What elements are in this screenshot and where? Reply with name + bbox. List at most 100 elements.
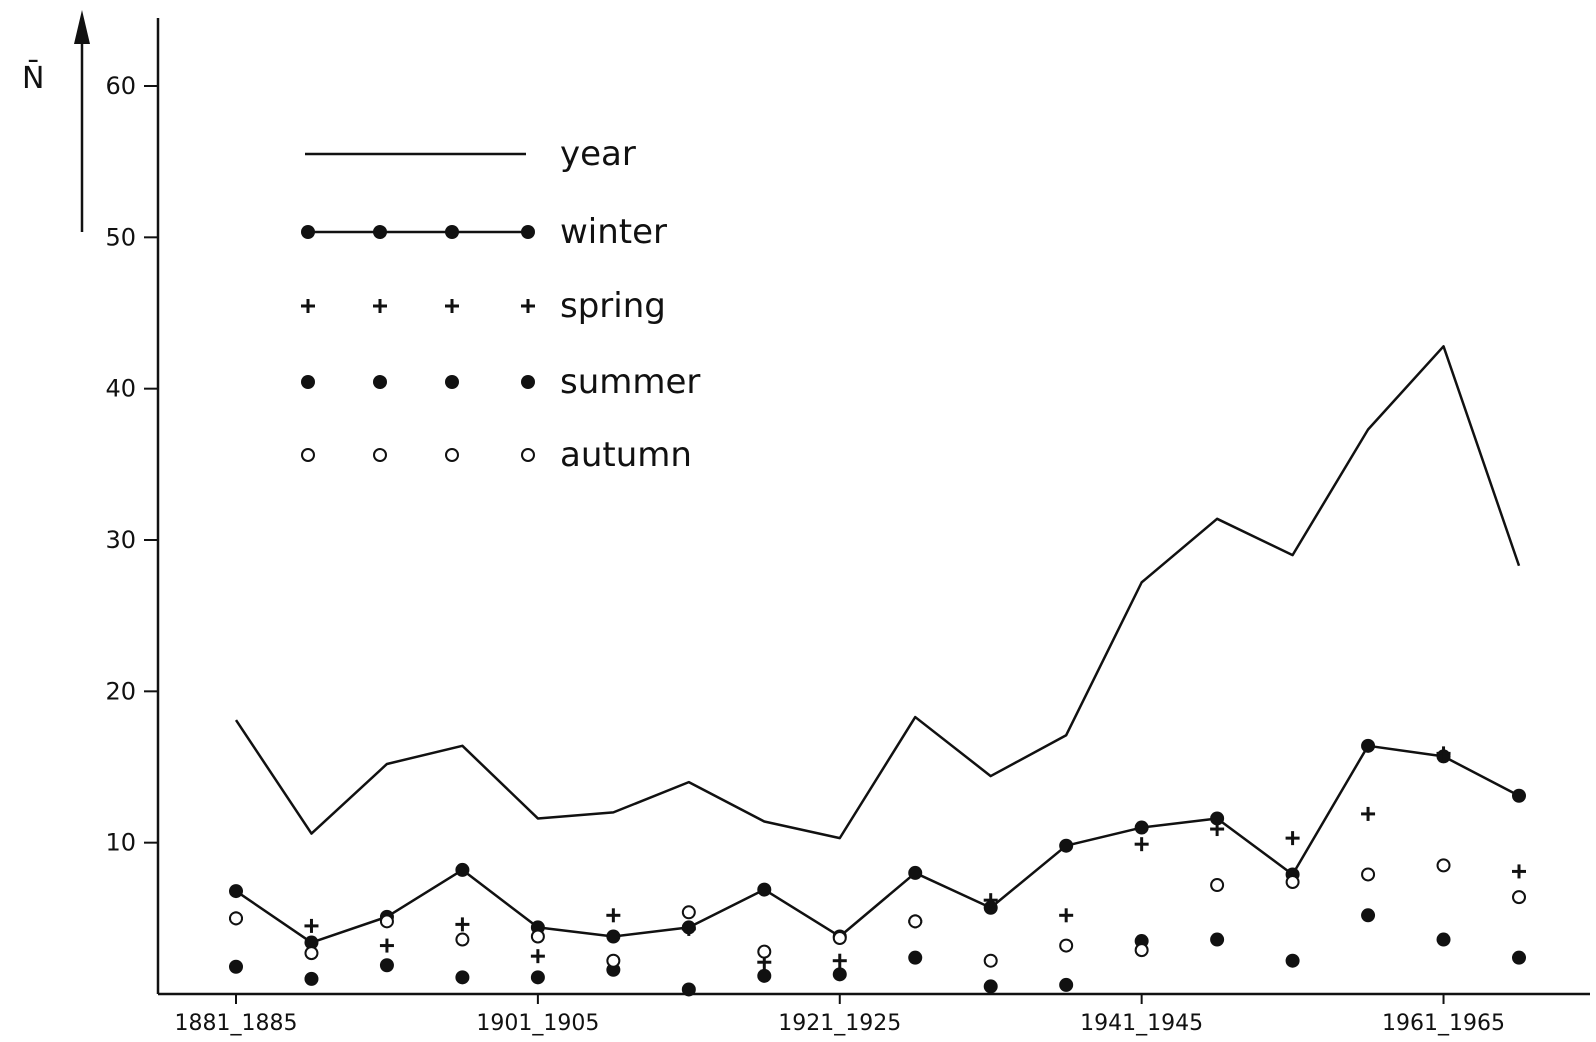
legend-marker-winter	[521, 225, 535, 239]
point-autumn	[1285, 875, 1300, 890]
point-summer	[681, 982, 696, 997]
legend-marker-winter	[373, 225, 387, 239]
point-winter	[1361, 738, 1376, 753]
point-winter	[757, 882, 772, 897]
point-summer	[530, 970, 545, 985]
point-summer	[832, 967, 847, 982]
point-summer	[379, 958, 394, 973]
legend-label-summer: summer	[560, 362, 700, 402]
point-winter	[908, 865, 923, 880]
point-winter	[1134, 820, 1149, 835]
legend-label-year: year	[560, 134, 636, 174]
point-spring	[1059, 908, 1074, 923]
x-tick-label: 1881_1885	[175, 1011, 298, 1036]
point-spring	[1436, 746, 1451, 761]
point-autumn	[1134, 943, 1149, 958]
legend-item-year: year	[305, 134, 636, 174]
series-autumn	[229, 858, 1526, 968]
point-autumn	[983, 953, 998, 968]
legend-label-autumn: autumn	[560, 435, 692, 475]
point-winter	[983, 900, 998, 915]
point-summer	[757, 968, 772, 983]
point-summer	[1059, 977, 1074, 992]
y-tick-label: 30	[105, 526, 136, 554]
legend-marker-summer	[445, 375, 459, 389]
point-spring	[832, 953, 847, 968]
x-tick-label: 1921_1925	[778, 1011, 901, 1036]
point-autumn	[229, 911, 243, 926]
point-spring	[1210, 822, 1225, 837]
point-winter	[1210, 811, 1225, 826]
legend-marker-summer	[373, 375, 387, 389]
series-line-winter	[235, 744, 1520, 944]
x-ticks: 1881_1885 1901_1905 1921_1925 1941_1945 1961…	[175, 994, 1505, 1036]
point-summer	[304, 971, 319, 986]
point-autumn	[681, 905, 696, 920]
y-tick-label: 40	[105, 375, 136, 403]
point-autumn	[606, 953, 621, 968]
point-winter	[1512, 788, 1526, 803]
legend-item-summer: summer	[301, 362, 700, 402]
point-summer	[1361, 908, 1376, 923]
x-tick-label: 1961_1965	[1382, 1011, 1505, 1036]
point-autumn	[832, 931, 847, 946]
x-tick-label: 1901_1905	[476, 1011, 599, 1036]
point-autumn	[304, 946, 319, 961]
point-autumn	[379, 914, 394, 929]
legend-marker-summer	[301, 375, 315, 389]
point-spring	[681, 921, 696, 936]
legend-marker-summer	[521, 375, 535, 389]
legend-marker-autumn	[445, 448, 459, 462]
point-spring	[1134, 837, 1149, 852]
point-autumn	[908, 914, 923, 929]
point-winter	[229, 884, 243, 899]
legend-marker-spring	[373, 299, 387, 313]
y-tick-label: 10	[105, 829, 136, 857]
point-summer	[1210, 932, 1225, 947]
y-tick-label: 60	[105, 72, 136, 100]
point-autumn	[757, 944, 772, 959]
point-spring	[530, 949, 545, 964]
point-autumn	[530, 929, 545, 944]
series-summer	[229, 908, 1526, 997]
point-autumn	[1059, 938, 1074, 953]
point-spring	[304, 918, 319, 933]
y-tick-label: 50	[105, 223, 136, 251]
y-label-arrowhead	[74, 10, 90, 44]
point-summer	[1436, 932, 1451, 947]
point-spring	[983, 893, 998, 908]
legend-marker-spring	[445, 299, 459, 313]
point-winter	[455, 862, 470, 877]
point-summer	[908, 950, 923, 965]
series-year	[234, 345, 1521, 840]
legend-marker-autumn	[301, 448, 315, 462]
point-summer	[455, 970, 470, 985]
legend-label-winter: winter	[560, 212, 667, 252]
point-autumn	[1210, 878, 1225, 893]
x-tick-label: 1941_1945	[1080, 1011, 1203, 1036]
legend-marker-spring	[521, 299, 535, 313]
legend-marker-autumn	[373, 448, 387, 462]
point-spring	[1512, 864, 1526, 879]
point-spring	[455, 917, 470, 932]
point-summer	[983, 979, 998, 994]
series-layer	[229, 345, 1526, 997]
point-autumn	[1436, 858, 1451, 873]
legend-item-autumn: autumn	[301, 435, 692, 475]
legend-marker-winter	[445, 225, 459, 239]
point-spring	[1361, 806, 1376, 821]
legend-label-spring: spring	[560, 286, 666, 326]
point-summer	[1285, 953, 1300, 968]
legend-marker-winter	[301, 225, 315, 239]
y-tick-label: 20	[105, 677, 136, 705]
point-autumn	[1512, 890, 1526, 905]
point-summer	[1512, 950, 1526, 965]
y-ticks: 10 20 30 40 50 60	[105, 72, 158, 857]
point-winter	[606, 929, 621, 944]
series-line-year	[234, 345, 1521, 840]
point-winter	[304, 935, 319, 950]
legend-marker-autumn	[521, 448, 535, 462]
y-axis-label: N̄	[22, 60, 44, 96]
point-autumn	[1361, 867, 1376, 882]
